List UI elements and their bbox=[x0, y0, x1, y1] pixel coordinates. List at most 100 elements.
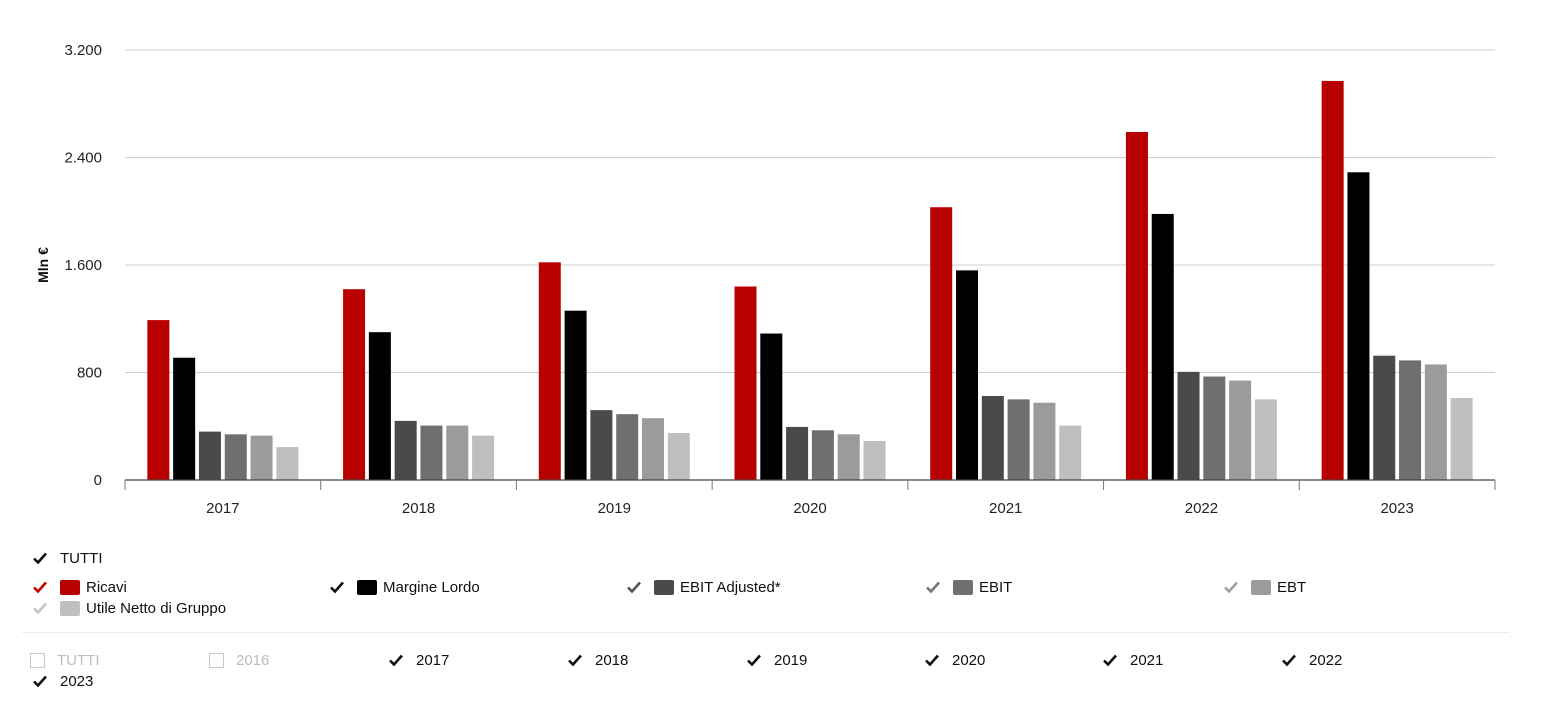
year-filter-label: 2020 bbox=[952, 651, 986, 669]
y-axis-label: Mln € bbox=[35, 247, 51, 283]
x-axis: 2017 2018 2019 2020 2021 2022 2023 bbox=[124, 479, 1496, 517]
check-icon bbox=[747, 654, 761, 667]
check-icon bbox=[568, 654, 582, 667]
bar bbox=[173, 357, 196, 480]
checkbox-unchecked-icon bbox=[30, 652, 45, 668]
bar bbox=[1151, 213, 1174, 480]
bar-chart: 2017 2018 2019 2020 2021 2022 2023 0 800 1.600 2.… bbox=[35, 42, 1496, 517]
y-tick-label: 800 bbox=[77, 365, 102, 382]
legend-swatch bbox=[60, 600, 80, 616]
legend-item-utile-netto[interactable]: Utile Netto di Gruppo bbox=[32, 598, 226, 618]
legend-swatch bbox=[60, 579, 80, 595]
check-icon bbox=[330, 581, 344, 594]
gridlines bbox=[125, 49, 1495, 373]
bar bbox=[198, 431, 221, 480]
year-filter-2019[interactable]: 2019 bbox=[746, 650, 807, 670]
legend-item-ricavi[interactable]: Ricavi bbox=[32, 577, 127, 597]
divider bbox=[22, 632, 1510, 633]
check-icon bbox=[627, 581, 641, 594]
check-icon bbox=[33, 581, 47, 594]
year-filter-2016[interactable]: 2016 bbox=[209, 650, 269, 670]
legend-swatch bbox=[357, 579, 377, 595]
legend-item-label: EBIT bbox=[979, 578, 1013, 596]
bar bbox=[1347, 172, 1370, 480]
year-filter-label: 2018 bbox=[595, 651, 629, 669]
bars bbox=[147, 80, 1473, 480]
bar bbox=[734, 286, 757, 480]
check-icon bbox=[1282, 654, 1296, 667]
legend-item-margine-lordo[interactable]: Margine Lordo bbox=[329, 577, 480, 597]
x-tick-label: 2020 bbox=[793, 500, 826, 517]
bar bbox=[641, 418, 664, 480]
bar bbox=[420, 425, 443, 480]
check-icon bbox=[1224, 581, 1238, 594]
checkbox-unchecked-icon bbox=[209, 652, 224, 668]
legend-item-ebt[interactable]: EBT bbox=[1223, 577, 1306, 597]
bar bbox=[981, 396, 1004, 480]
year-filter-2017[interactable]: 2017 bbox=[388, 650, 449, 670]
year-filter-label: 2019 bbox=[774, 651, 808, 669]
x-tick-label: 2018 bbox=[402, 500, 435, 517]
bar bbox=[368, 332, 391, 480]
check-icon bbox=[33, 602, 47, 615]
legend-swatch bbox=[953, 579, 973, 595]
year-filter-label: 2017 bbox=[416, 651, 450, 669]
bar bbox=[1007, 399, 1030, 480]
bar bbox=[590, 410, 613, 480]
legend-item-ebit-adjusted[interactable]: EBIT Adjusted* bbox=[626, 577, 781, 597]
bar bbox=[538, 262, 561, 480]
check-icon bbox=[925, 654, 939, 667]
x-tick-label: 2017 bbox=[206, 500, 239, 517]
bar bbox=[147, 320, 170, 480]
bar bbox=[1203, 376, 1226, 480]
check-icon bbox=[33, 675, 47, 688]
bar bbox=[1059, 425, 1082, 480]
bar bbox=[667, 432, 690, 480]
bar bbox=[394, 420, 417, 480]
x-tick-label: 2022 bbox=[1185, 500, 1218, 517]
year-filter-label: 2021 bbox=[1130, 651, 1164, 669]
check-icon bbox=[389, 654, 403, 667]
bar bbox=[276, 447, 299, 480]
legend-item-label: Margine Lordo bbox=[383, 578, 480, 596]
years-all-label: TUTTI bbox=[57, 651, 100, 669]
year-filter-2021[interactable]: 2021 bbox=[1102, 650, 1163, 670]
year-filter-2023[interactable]: 2023 bbox=[32, 671, 93, 691]
bar bbox=[1321, 80, 1344, 480]
bar bbox=[930, 207, 953, 480]
legend-swatch bbox=[654, 579, 674, 595]
year-filter-label: 2022 bbox=[1309, 651, 1343, 669]
x-tick-label: 2023 bbox=[1380, 500, 1413, 517]
legend-item-label: Ricavi bbox=[86, 578, 127, 596]
y-tick-label: 1.600 bbox=[64, 257, 102, 274]
bar bbox=[837, 434, 860, 480]
y-tick-label: 2.400 bbox=[64, 150, 102, 167]
year-filter-2022[interactable]: 2022 bbox=[1281, 650, 1342, 670]
bar bbox=[224, 434, 247, 480]
bar bbox=[250, 435, 273, 480]
bar bbox=[760, 333, 783, 480]
x-tick-label: 2019 bbox=[598, 500, 631, 517]
year-filter-2018[interactable]: 2018 bbox=[567, 650, 628, 670]
bar bbox=[472, 435, 495, 480]
bar bbox=[1424, 364, 1447, 480]
bar bbox=[446, 425, 469, 480]
bar bbox=[564, 310, 587, 480]
bar bbox=[1229, 380, 1252, 480]
legend-all-toggle[interactable]: TUTTI bbox=[32, 548, 103, 568]
bar bbox=[956, 270, 979, 480]
legend-item-label: EBT bbox=[1277, 578, 1307, 596]
bar bbox=[1399, 360, 1422, 480]
bar bbox=[1450, 398, 1473, 480]
check-icon bbox=[33, 552, 47, 565]
legend-item-ebit[interactable]: EBIT bbox=[925, 577, 1012, 597]
years-all-toggle[interactable]: TUTTI bbox=[30, 650, 100, 670]
year-filter-2020[interactable]: 2020 bbox=[924, 650, 985, 670]
bar bbox=[786, 426, 809, 480]
legend-item-label: EBIT Adjusted* bbox=[680, 578, 781, 596]
bar bbox=[1177, 371, 1200, 480]
y-axis: 0 800 1.600 2.400 3.200 bbox=[64, 42, 102, 489]
bar bbox=[1033, 402, 1056, 480]
bar bbox=[1125, 131, 1148, 480]
bar bbox=[811, 430, 834, 480]
